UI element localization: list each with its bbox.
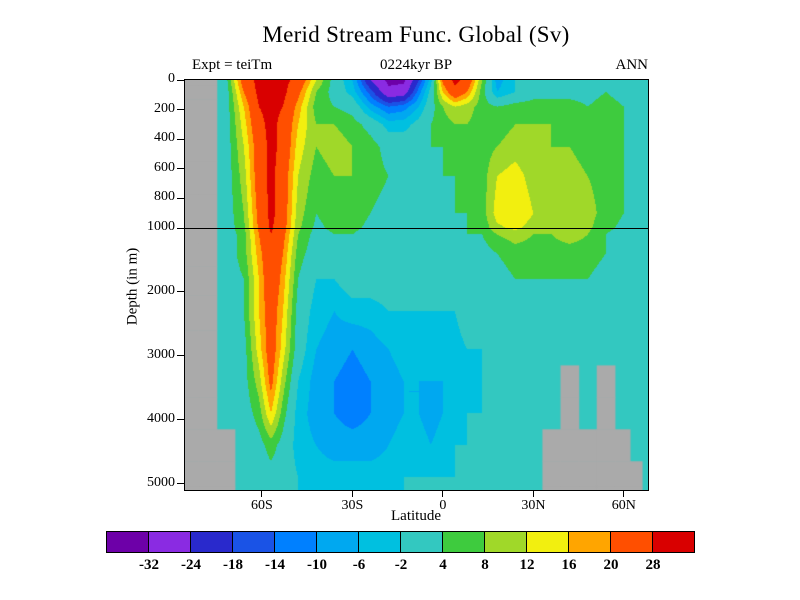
x-tick-label: 30N [521, 498, 546, 513]
x-axis-title: Latitude [391, 508, 441, 524]
season-label: ANN [615, 57, 649, 73]
y-tick-label: 4000 [147, 410, 175, 426]
y-tick-label: 600 [154, 159, 175, 175]
y-tick-label: 400 [154, 130, 175, 146]
x-tick-label: 60N [611, 498, 636, 513]
colorbar-tick-label: -32 [139, 557, 159, 573]
colorbar-tick-label: -24 [181, 557, 201, 573]
colorbar-segment [233, 532, 275, 552]
colorbar-segment [443, 532, 485, 552]
x-tick-mark [532, 491, 534, 497]
colorbar-segment [653, 532, 694, 552]
y-tick-label: 800 [154, 189, 175, 205]
colorbar-tick-label: 8 [481, 557, 489, 573]
colorbar-tick-label: -14 [265, 557, 285, 573]
colorbar-segment [191, 532, 233, 552]
y-tick-label: 3000 [147, 346, 175, 362]
y-tick-mark [177, 79, 184, 81]
y-tick-label: 200 [154, 100, 175, 116]
colorbar-segment [275, 532, 317, 552]
chart-title: Merid Stream Func. Global (Sv) [262, 22, 570, 47]
colorbar-tick-label: 4 [439, 557, 447, 573]
y-tick-mark [177, 138, 184, 140]
colorbar-tick-label: 20 [603, 557, 619, 573]
time-label: 0224kyr BP [379, 57, 453, 73]
y-tick-label: 0 [168, 71, 175, 86]
colorbar-tick-label: -10 [307, 557, 327, 573]
colorbar-segment [485, 532, 527, 552]
x-tick-label: 0 [439, 498, 447, 513]
x-tick-label: 60S [251, 498, 273, 513]
colorbar-tick-label: -6 [352, 557, 366, 573]
y-tick-mark [177, 483, 184, 485]
y-tick-mark [177, 291, 184, 293]
experiment-label: Expt = teiTm [192, 57, 273, 73]
colorbar-tick-label: -18 [223, 557, 243, 573]
x-tick-label: 30S [341, 498, 364, 513]
colorbar-tick-label: 28 [645, 557, 661, 573]
y-tick-mark [177, 355, 184, 357]
y-tick-mark [177, 227, 184, 229]
colorbar-segment [107, 532, 149, 552]
y-tick-mark [177, 168, 184, 170]
colorbar-segment [401, 532, 443, 552]
y-tick-label: 5000 [147, 474, 175, 490]
colorbar-segment [149, 532, 191, 552]
colorbar-segment [359, 532, 401, 552]
y-tick-mark [177, 109, 184, 111]
colorbar-segment [527, 532, 569, 552]
colorbar-tick-label: 16 [561, 557, 577, 573]
contour-plot-canvas [185, 80, 648, 490]
colorbar-segment [317, 532, 359, 552]
colorbar-segments [106, 531, 695, 553]
colorbar: -32 -24 -18 -14 -10 -6 -2 4 8 12 16 20 28 [106, 531, 698, 581]
colorbar-segment [569, 532, 611, 552]
y-tick-mark [177, 197, 184, 199]
y-tick-label: 1000 [147, 219, 175, 234]
reference-line-1000m [185, 228, 648, 229]
x-tick-mark [261, 491, 263, 497]
colorbar-segment [611, 532, 653, 552]
colorbar-tick-label: -2 [394, 557, 408, 573]
y-tick-label: 2000 [147, 282, 175, 298]
x-tick-mark [442, 491, 444, 497]
x-tick-mark [351, 491, 353, 497]
colorbar-tick-label: 12 [519, 557, 535, 573]
x-tick-mark [623, 491, 625, 497]
y-tick-mark [177, 419, 184, 421]
